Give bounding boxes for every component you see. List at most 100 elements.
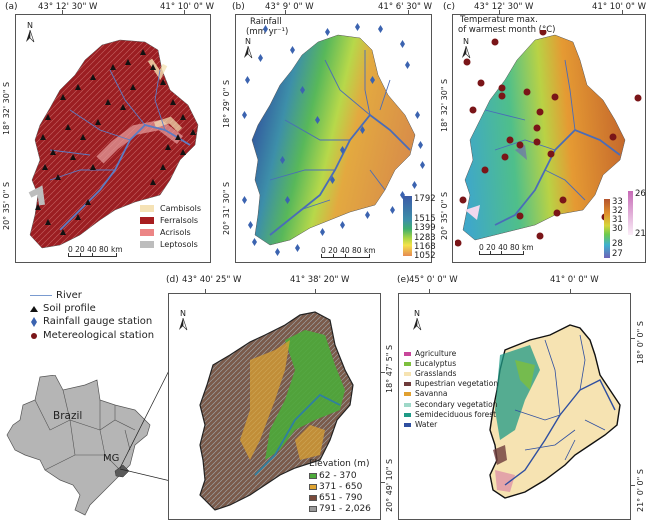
panel-e-lat-bottom: 21° 0' 0" S [636,469,645,512]
tick [92,253,93,257]
legend-item-elev-1: 62 - 370 [309,471,357,481]
legend-label: Leptosols [160,240,198,249]
panel-d-lat-bottom: 20° 49' 10" S [385,458,394,512]
scale-bar: 0 20 40 80 km [321,246,381,260]
tick [479,251,480,255]
brazil-locator-map [6,375,151,516]
swatch-icon [140,217,154,224]
legend-label: 371 - 650 [319,482,363,492]
swatch-icon [309,495,317,501]
diamond-icon [31,316,37,327]
legend-label: 62 - 370 [319,471,357,481]
scale-bar: 0 20 40 80 km [479,243,539,257]
panel-b-lon-right: 41° 6' 30" W [378,2,433,12]
panel-c-lat-top: 18° 32' 30" S [440,78,449,132]
tick [631,338,635,339]
north-arrow-icon: N [412,310,424,332]
tick [523,251,524,255]
legend-item-savanna: Savanna [404,389,448,398]
legend-item-rainfall-gauge: Rainfall gauge station [30,316,152,327]
colorbar-label: 32 [612,206,623,216]
legend-label: Acrisols [160,228,191,237]
tick [315,289,316,293]
north-letter: N [27,21,33,30]
panel-b-lat-bottom: 20° 31' 30" S [222,181,231,235]
colorbar-gradient [403,196,412,256]
north-letter: N [245,37,251,46]
panel-c-units: of warmest month (°C) [458,25,556,35]
legend-label: 651 - 790 [319,493,363,503]
swatch-icon [140,205,154,212]
legend-label: 791 - 2,026 [319,504,371,514]
colorbar-label: 26 [635,189,646,199]
soil-map [28,39,199,249]
panel-d-lat-top: 18° 47' 5" S [385,344,394,393]
panel-e-lat-top: 18° 0' 0" S [636,321,645,364]
panel-e-letter: (e) [397,275,410,285]
tick [116,253,117,257]
panel-d-lon-left: 43° 40' 25" W [182,275,242,285]
tick [321,254,322,258]
north-arrow-icon: N [461,38,473,60]
legend-label: Grasslands [415,369,457,378]
legend-label: Rainfall gauge station [43,316,153,327]
legend-item-cambisols: Cambisols [140,204,201,213]
tick [369,254,370,258]
tick [184,10,185,14]
legend-label: Cambisols [160,204,202,213]
scale-bar: 0 20 40 80 km [68,245,128,259]
colorbar-label: 33 [612,197,623,207]
panel-a-lon-left: 43° 12' 30" W [38,2,98,12]
panel-b-letter: (b) [232,2,245,12]
colorbar-gradient [604,199,610,258]
legend-label: Agriculture [415,349,457,358]
legend-item-soil-profile: Soil profile [30,303,96,314]
panel-b-units: (mm yr⁻¹) [246,27,289,37]
legend-item-semideciduous: Semideciduous forest [404,410,496,419]
swatch-icon [404,402,411,407]
scale-bar-labels: 0 20 40 80 km [68,245,123,254]
legend-label: Ferralsols [160,216,199,225]
colorbar-label: 27 [612,249,623,259]
panel-c-lon-left: 43° 12' 30" W [474,2,534,12]
legend-label: River [56,290,82,301]
panel-c-lon-right: 41° 10' 0" W [592,2,647,12]
legend-item-river: River [30,290,82,301]
north-letter: N [180,309,186,318]
tick [499,10,500,14]
colorbar-label: 21 [635,229,646,239]
north-letter: N [414,309,420,318]
scale-bar-labels: 0 20 40 80 km [321,246,376,255]
legend-label: Water [415,420,438,429]
tick [285,10,286,14]
tick [345,254,346,258]
panel-a-lat-top: 18° 32' 30" S [2,81,11,135]
panel-e-lon-right: 41° 0' 0" W [550,275,599,285]
swatch-icon [309,473,317,479]
colorbar-label: 1399 [414,223,436,233]
colorbar-label: 31 [612,215,623,225]
tick [631,485,635,486]
legend-item-elev-4: 791 - 2,026 [309,504,371,514]
swatch-icon [404,371,411,376]
colorbar-label: 1515 [414,214,436,224]
colorbar-label: 30 [612,224,623,234]
colorbar-label: 1052 [414,251,436,261]
rainfall-map [242,23,425,256]
tick [68,253,69,257]
country-label: Brazil [53,410,83,422]
north-arrow-icon: N [243,38,255,60]
river-line-icon [30,295,52,296]
swatch-icon [404,351,411,356]
tick [429,289,430,293]
elevation-map [199,311,354,511]
colorbar-label: 28 [612,239,623,249]
tick [501,251,502,255]
legend-label: Secondary vegetation [415,400,498,409]
triangle-icon [30,305,38,312]
legend-item-agriculture: Agriculture [404,349,456,358]
tick [333,254,334,258]
legend-item-leptosols: Leptosols [140,240,198,249]
tick [408,10,409,14]
tick [490,251,491,255]
